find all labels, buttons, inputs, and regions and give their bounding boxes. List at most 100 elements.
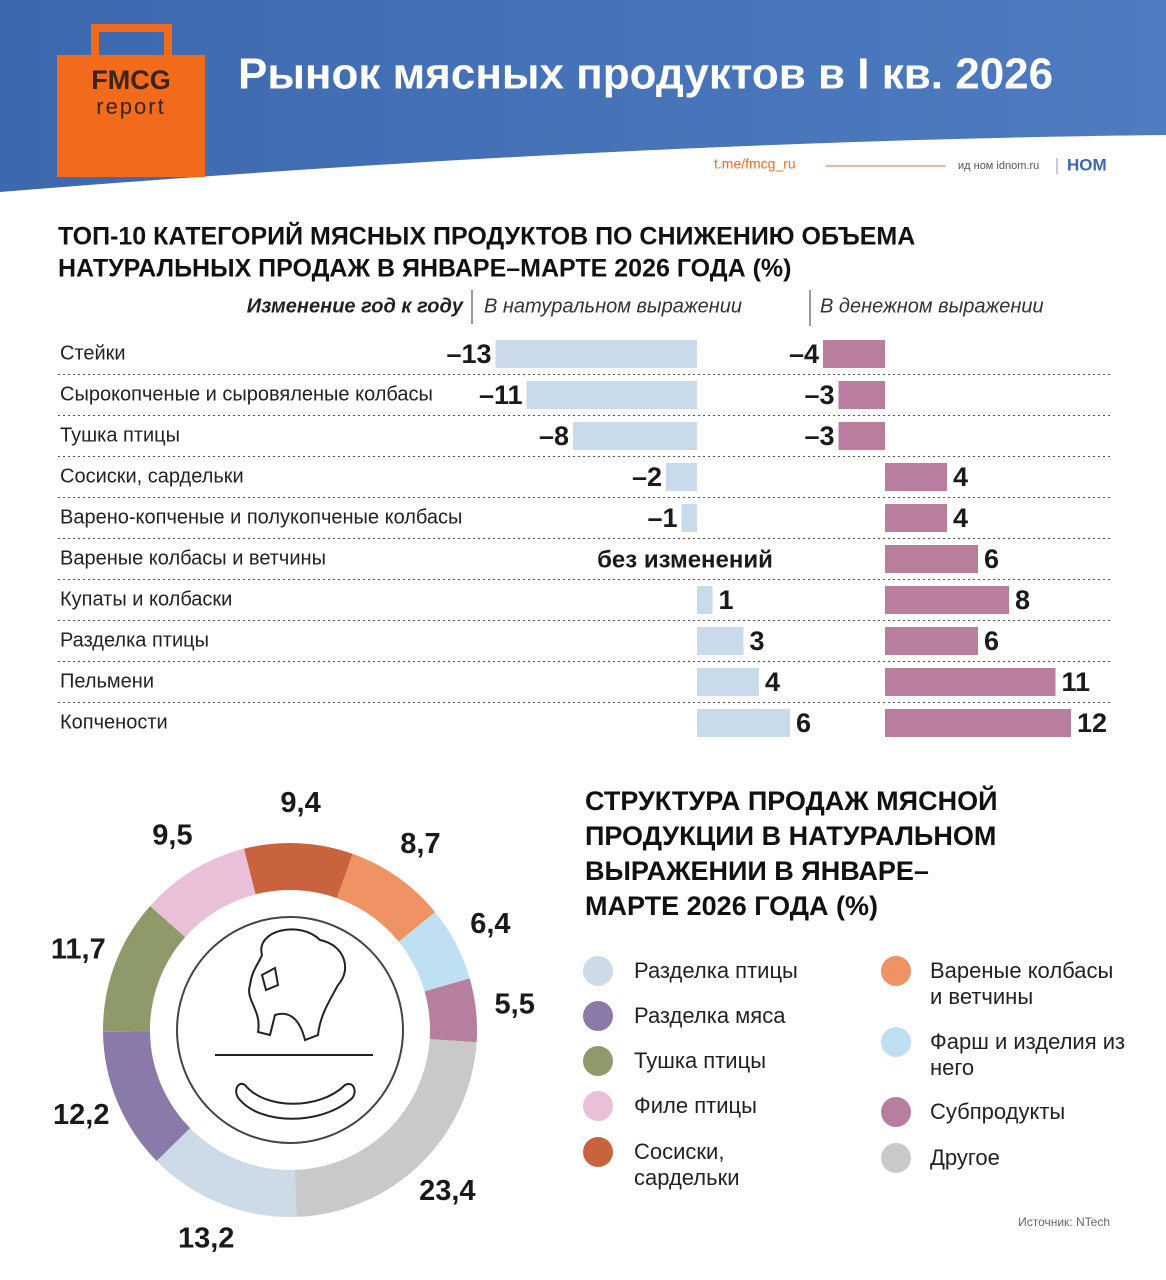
- value-label: 4: [953, 503, 968, 533]
- axis-label: Изменение год к году: [247, 295, 464, 317]
- value-label: 6: [796, 708, 811, 738]
- value-label: –8: [539, 421, 569, 451]
- value-label: без изменений: [597, 546, 773, 573]
- value-label: 6: [984, 626, 999, 656]
- value-label: –3: [804, 380, 834, 410]
- legend-marker: [881, 1097, 911, 1127]
- header-band: [0, 0, 1166, 192]
- value-label: 9,4: [280, 787, 320, 819]
- legend-label: Сосиски, сардельки: [634, 1139, 740, 1190]
- value-label: –2: [632, 462, 662, 492]
- value-label: 4: [765, 667, 780, 697]
- bar: [885, 668, 1056, 696]
- section-title: СТРУКТУРА ПРОДАЖ МЯСНОЙ: [585, 785, 998, 816]
- bar: [526, 381, 697, 409]
- value-label: 23,4: [419, 1175, 475, 1207]
- legend-label: Фарш и изделия из него: [930, 1029, 1126, 1080]
- inner-circle: [176, 916, 404, 1144]
- category-label: Стейки: [60, 342, 126, 364]
- bar: [885, 586, 1009, 614]
- legend-marker: [881, 1143, 911, 1173]
- section-title: МАРТЕ 2026 ГОДА (%): [585, 891, 878, 921]
- category-label: Сосиски, сардельки: [60, 465, 244, 487]
- page-title: Рынок мясных продуктов в I кв. 2026: [238, 50, 1053, 99]
- bar: [885, 627, 978, 655]
- category-label: Купаты и колбаски: [60, 588, 232, 610]
- donut-slice: [294, 1039, 477, 1217]
- category-label: Разделка птицы: [60, 629, 209, 651]
- donut-slice: [150, 848, 256, 938]
- legend-marker: [583, 1091, 613, 1121]
- category-label: Варено-копченые и полукопченые колбасы: [60, 506, 462, 528]
- value-label: 6,4: [470, 908, 510, 940]
- bar: [697, 668, 759, 696]
- value-label: 6: [984, 544, 999, 574]
- value-label: 8: [1015, 585, 1030, 615]
- legend-marker: [881, 956, 911, 986]
- donut-slice: [336, 853, 436, 942]
- bar: [495, 340, 697, 368]
- value-label: 3: [750, 626, 765, 656]
- bar: [885, 709, 1071, 737]
- value-label: –11: [479, 380, 523, 410]
- donut-slice: [103, 905, 186, 1032]
- category-label: Сырокопченые и сыровяленые колбасы: [60, 383, 433, 405]
- value-label: 12: [1077, 708, 1107, 738]
- bar: [573, 422, 697, 450]
- bar: [697, 709, 790, 737]
- bar: [823, 340, 885, 368]
- category-label: Пельмени: [60, 670, 154, 692]
- legend-label: Тушка птицы: [634, 1048, 766, 1073]
- logo-bottom: report: [96, 94, 165, 119]
- section-title: ВЫРАЖЕНИИ В ЯНВАРЕ–: [585, 856, 929, 886]
- bar: [681, 504, 697, 532]
- bar: [838, 422, 885, 450]
- bar: [697, 627, 744, 655]
- legend-label: Разделка птицы: [634, 958, 798, 983]
- legend-marker: [583, 1046, 613, 1076]
- donut-slice: [244, 843, 353, 899]
- value-label: 12,2: [53, 1099, 109, 1131]
- legend-label: Филе птицы: [634, 1093, 757, 1118]
- legend-label: Другое: [930, 1145, 1000, 1170]
- donut-slice: [398, 912, 470, 992]
- legend-marker: [583, 1137, 613, 1167]
- category-label: Копчености: [60, 711, 168, 733]
- brand: НОМ: [1067, 155, 1107, 174]
- legend-marker: [583, 1001, 613, 1031]
- value-label: 9,5: [152, 820, 192, 852]
- bar: [885, 545, 978, 573]
- publisher: ид ном idnom.ru: [958, 160, 1039, 172]
- bar: [697, 586, 713, 614]
- value-label: –3: [804, 421, 834, 451]
- category-label: Вареные колбасы и ветчины: [60, 547, 326, 569]
- value-label: 11,7: [51, 934, 106, 966]
- bag-handle: [91, 24, 172, 58]
- donut-slice: [156, 1128, 297, 1217]
- legend-marker: [881, 1027, 911, 1057]
- series-header: В денежном выражении: [820, 295, 1044, 317]
- legend-label: Субпродукты: [930, 1099, 1066, 1124]
- donut-slice: [424, 978, 478, 1043]
- value-label: –1: [647, 503, 677, 533]
- section-title: ПРОДУКЦИИ В НАТУРАЛЬНОМ: [585, 821, 996, 851]
- value-label: 13,2: [178, 1223, 234, 1255]
- logo-top: FMCG: [91, 65, 170, 95]
- icon: [215, 928, 373, 1120]
- legend-marker: [583, 956, 613, 986]
- source: Источник: NTech: [1018, 1215, 1110, 1229]
- donut-slice: [103, 1031, 191, 1162]
- value-label: –4: [789, 339, 819, 369]
- legend-label: Вареные колбасы и ветчины: [930, 958, 1114, 1009]
- section-title: ТОП-10 КАТЕГОРИЙ МЯСНЫХ ПРОДУКТОВ ПО СНИ…: [58, 221, 915, 251]
- bar: [838, 381, 885, 409]
- value-label: 1: [719, 585, 734, 615]
- bar: [666, 463, 697, 491]
- logo-bag: [57, 55, 205, 177]
- bar: [885, 504, 947, 532]
- value-label: –13: [446, 339, 491, 369]
- value-label: 5,5: [495, 988, 535, 1020]
- section-title: НАТУРАЛЬНЫХ ПРОДАЖ В ЯНВАРЕ–МАРТЕ 2026 Г…: [58, 255, 791, 283]
